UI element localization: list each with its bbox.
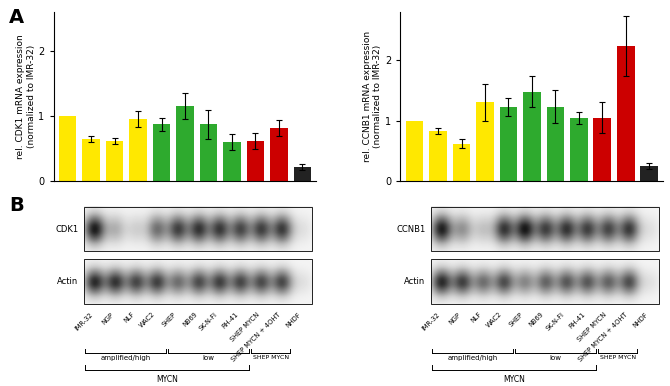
Text: SHEP MYCN: SHEP MYCN (253, 355, 289, 360)
Text: SHEP MYCN: SHEP MYCN (600, 355, 636, 360)
Text: NHDF: NHDF (285, 311, 302, 328)
Text: amplified/high: amplified/high (447, 355, 497, 361)
Bar (247, 141, 264, 181)
Bar (59, 116, 76, 181)
Bar (547, 107, 564, 181)
Text: SHEP: SHEP (161, 311, 178, 328)
Text: low: low (202, 355, 214, 361)
Text: MYCN: MYCN (503, 375, 525, 384)
Y-axis label: rel. CDK1 mRNA expression
(normalized to IMR-32): rel. CDK1 mRNA expression (normalized to… (16, 34, 36, 159)
Bar (617, 46, 634, 181)
Text: MYCN: MYCN (156, 375, 178, 384)
Bar (406, 121, 423, 181)
Bar (223, 142, 241, 181)
Text: SK-N-FI: SK-N-FI (545, 311, 566, 332)
Bar (153, 124, 170, 181)
Text: A: A (9, 8, 24, 27)
Bar (200, 124, 217, 181)
Bar (129, 119, 147, 181)
Text: Actin: Actin (404, 277, 425, 286)
Bar (570, 118, 588, 181)
Y-axis label: rel. CCNB1 mRNA expression
(normalized to IMR-32): rel. CCNB1 mRNA expression (normalized t… (363, 31, 383, 162)
Bar (500, 107, 517, 181)
Bar (270, 128, 287, 181)
Bar (84, 259, 312, 304)
Text: NB69: NB69 (182, 311, 198, 328)
Text: low: low (549, 355, 561, 361)
Text: SHEP: SHEP (508, 311, 524, 328)
Text: NGP: NGP (101, 311, 115, 325)
Bar (429, 131, 447, 181)
Text: B: B (9, 195, 23, 215)
Text: NLF: NLF (123, 311, 136, 324)
Text: IMR-32: IMR-32 (421, 311, 441, 332)
Text: CDK1: CDK1 (56, 225, 78, 234)
Text: SHEP MYCN: SHEP MYCN (576, 311, 608, 342)
Bar (476, 102, 494, 181)
Bar (293, 167, 311, 181)
Text: WAC2: WAC2 (486, 311, 503, 329)
Text: RH-41: RH-41 (568, 311, 587, 330)
Text: SHEP MYCN + 4OHT: SHEP MYCN + 4OHT (230, 311, 281, 362)
Text: WAC2: WAC2 (139, 311, 157, 329)
Bar (431, 207, 659, 252)
Text: amplified/high: amplified/high (100, 355, 151, 361)
Text: SHEP MYCN + 4OHT: SHEP MYCN + 4OHT (577, 311, 628, 362)
Bar (523, 91, 541, 181)
Bar (176, 106, 194, 181)
Bar (453, 144, 470, 181)
Text: NB69: NB69 (528, 311, 545, 328)
Text: CCNB1: CCNB1 (396, 225, 425, 234)
Bar (641, 166, 658, 181)
Text: RH-41: RH-41 (221, 311, 240, 330)
Text: Actin: Actin (58, 277, 78, 286)
Text: NLF: NLF (470, 311, 482, 324)
Text: SHEP MYCN: SHEP MYCN (229, 311, 261, 342)
Bar (82, 139, 100, 181)
Bar (594, 118, 611, 181)
Bar (84, 207, 312, 252)
Text: SK-N-FI: SK-N-FI (198, 311, 219, 332)
Text: NHDF: NHDF (632, 311, 649, 328)
Text: IMR-32: IMR-32 (74, 311, 94, 332)
Text: NGP: NGP (448, 311, 462, 325)
Bar (431, 259, 659, 304)
Bar (106, 141, 123, 181)
